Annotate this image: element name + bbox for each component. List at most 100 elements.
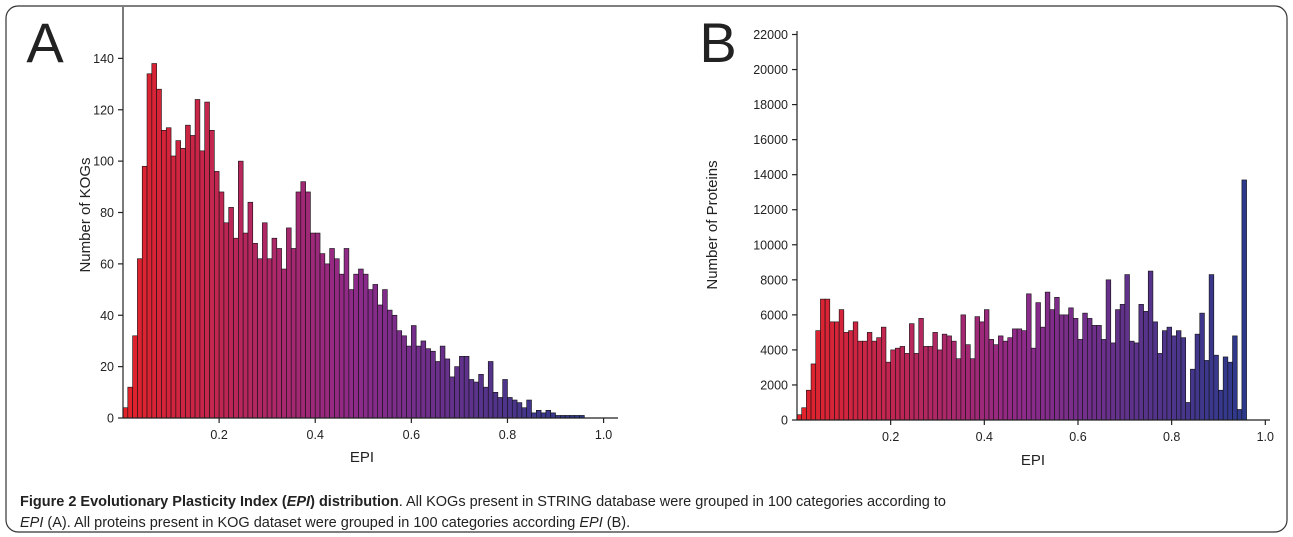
bar (1180, 337, 1187, 421)
bar (904, 353, 910, 421)
caption-line: Figure 2 Evolutionary Plasticity Index (… (20, 492, 1275, 513)
bar (439, 345, 446, 419)
x-tick-label: 0.2 (882, 430, 899, 444)
bar (913, 353, 920, 421)
bar (1110, 342, 1116, 421)
caption-text: EPI (579, 515, 603, 531)
bar (353, 273, 359, 419)
bar (1068, 307, 1074, 421)
bar (1232, 335, 1238, 421)
bar (324, 263, 330, 419)
bar (1166, 326, 1172, 421)
bar (358, 268, 364, 419)
y-axis-label: Number of KOGs (77, 157, 94, 272)
bar (329, 248, 335, 419)
bar (969, 358, 976, 421)
bar (988, 339, 994, 421)
bar (281, 268, 287, 419)
caption-text: (A). All proteins present in KOG dataset… (43, 515, 580, 531)
bar (932, 332, 938, 421)
y-tick-label: 8000 (760, 273, 788, 287)
bar (815, 330, 821, 421)
caption-text: Figure 2 Evolutionary Plasticity Index ( (20, 494, 287, 510)
bar (801, 407, 807, 421)
bar (468, 379, 475, 419)
y-tick-label: 14000 (753, 168, 788, 182)
bar (946, 335, 952, 421)
bar (214, 171, 220, 419)
bar (1133, 342, 1140, 421)
bar (444, 358, 451, 419)
y-tick-label: 6000 (760, 308, 788, 322)
bar (362, 273, 369, 419)
bar (834, 321, 840, 421)
bar (979, 321, 985, 421)
bar (238, 160, 244, 419)
bar (820, 298, 826, 421)
x-tick-label: 0.8 (1163, 430, 1180, 444)
bar (810, 363, 817, 421)
bar (511, 399, 518, 419)
bar (1058, 314, 1065, 421)
bar (545, 409, 552, 419)
bar (531, 412, 537, 419)
bar (998, 335, 1004, 421)
bar (310, 232, 316, 419)
y-tick-label: 140 (93, 52, 114, 66)
bar (209, 130, 215, 419)
y-axis-label: Number of Proteins (704, 160, 721, 289)
bar (1171, 335, 1177, 421)
bar (1054, 297, 1060, 421)
bar (507, 397, 513, 419)
bar (1213, 354, 1219, 421)
bar (1157, 353, 1163, 421)
bar (247, 201, 254, 419)
bar (848, 330, 854, 421)
bar (478, 374, 484, 419)
bar (271, 237, 278, 419)
bar (1218, 389, 1224, 421)
bar (242, 232, 249, 419)
y-tick-label: 0 (781, 414, 788, 428)
bar (425, 348, 431, 419)
x-tick-label: 1.0 (595, 428, 612, 442)
x-tick-label: 0.2 (210, 428, 227, 442)
bar (1087, 318, 1093, 421)
bar (387, 309, 393, 419)
bar (1143, 311, 1149, 421)
bar (890, 349, 896, 421)
caption-text: . All KOGs present in STRING database we… (398, 494, 946, 510)
bar (223, 222, 230, 419)
bar (899, 346, 906, 421)
bar (1030, 347, 1037, 421)
bar (334, 258, 340, 419)
caption-line: EPI (A). All proteins present in KOG dat… (20, 513, 1275, 534)
y-tick-label: 60 (100, 257, 114, 271)
bar (974, 316, 980, 421)
x-tick-label: 0.4 (976, 430, 993, 444)
y-tick-label: 40 (100, 309, 114, 323)
bar (516, 402, 523, 419)
bar (1241, 179, 1247, 421)
bar (540, 412, 547, 419)
bar (1007, 337, 1013, 421)
bar (1147, 270, 1154, 421)
bar (909, 323, 915, 421)
bar (435, 361, 441, 419)
bar (1026, 293, 1032, 421)
bar (382, 289, 388, 419)
bar (1021, 330, 1027, 421)
bar (843, 332, 849, 421)
bar (1091, 325, 1098, 421)
bar (1199, 312, 1205, 421)
bar (132, 335, 138, 419)
caption-text: EPI (286, 494, 311, 510)
bar (1049, 309, 1055, 421)
caption-text: EPI (20, 515, 44, 531)
bar (1082, 312, 1088, 421)
bar (189, 135, 196, 419)
bar (343, 248, 350, 419)
y-tick-label: 12000 (753, 203, 788, 217)
bar (862, 340, 868, 421)
